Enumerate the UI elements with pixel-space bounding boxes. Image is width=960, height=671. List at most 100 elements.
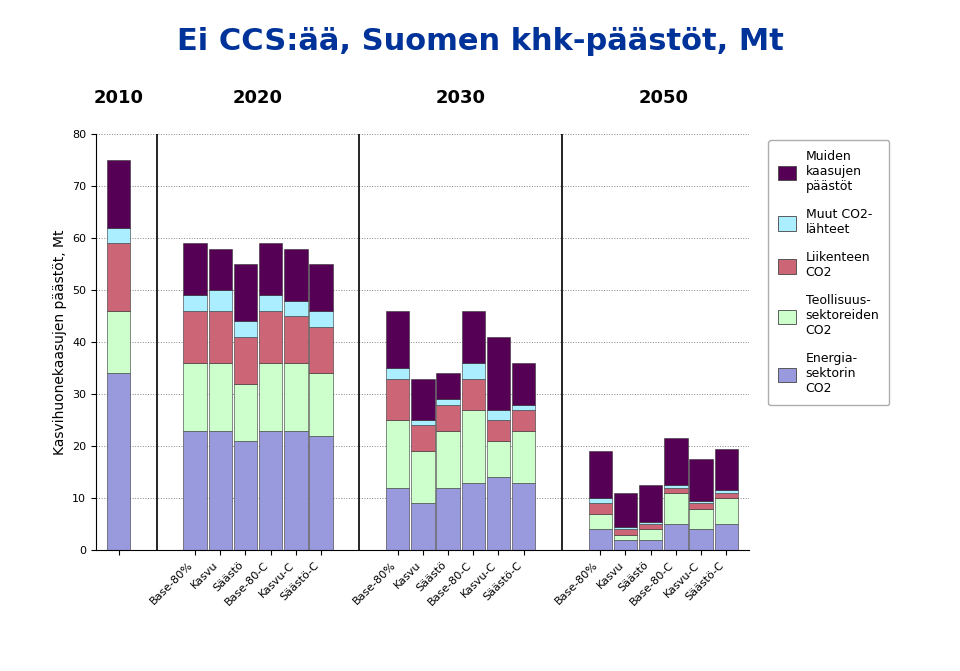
Bar bbox=[107, 244, 131, 311]
Bar bbox=[208, 290, 232, 311]
Bar bbox=[639, 521, 662, 524]
Bar bbox=[309, 436, 333, 550]
Bar bbox=[462, 482, 485, 550]
Bar bbox=[208, 311, 232, 363]
Bar bbox=[411, 503, 435, 550]
Bar bbox=[462, 378, 485, 410]
Bar bbox=[714, 449, 738, 491]
Bar bbox=[183, 311, 206, 363]
Bar bbox=[487, 420, 510, 441]
Bar bbox=[512, 363, 536, 405]
Bar bbox=[639, 524, 662, 529]
Bar bbox=[613, 527, 637, 529]
Bar bbox=[309, 311, 333, 327]
Bar bbox=[487, 441, 510, 478]
Bar bbox=[386, 368, 409, 378]
Bar bbox=[183, 431, 206, 550]
Bar bbox=[664, 488, 687, 493]
Bar bbox=[613, 493, 637, 527]
Bar bbox=[613, 539, 637, 550]
Text: 2030: 2030 bbox=[436, 89, 486, 107]
Bar bbox=[462, 311, 485, 363]
Bar bbox=[714, 524, 738, 550]
Bar bbox=[309, 264, 333, 311]
Bar bbox=[386, 488, 409, 550]
Bar bbox=[284, 248, 307, 301]
Bar bbox=[613, 535, 637, 539]
Bar bbox=[386, 420, 409, 488]
Bar bbox=[208, 431, 232, 550]
Bar bbox=[386, 378, 409, 420]
Bar bbox=[259, 363, 282, 431]
Bar bbox=[309, 327, 333, 373]
Bar bbox=[714, 491, 738, 493]
Bar bbox=[259, 431, 282, 550]
Bar bbox=[664, 438, 687, 485]
Bar bbox=[259, 311, 282, 363]
Bar bbox=[512, 410, 536, 431]
Bar bbox=[588, 498, 612, 503]
Bar bbox=[437, 488, 460, 550]
Bar bbox=[183, 244, 206, 295]
Legend: Muiden
kaasujen
päästöt, Muut CO2-
lähteet, Liikenteen
CO2, Teollisuus-
sektorei: Muiden kaasujen päästöt, Muut CO2- lähte… bbox=[768, 140, 889, 405]
Bar bbox=[107, 311, 131, 373]
Bar bbox=[512, 405, 536, 410]
Bar bbox=[664, 485, 687, 488]
Bar bbox=[487, 478, 510, 550]
Bar bbox=[462, 410, 485, 482]
Bar bbox=[588, 514, 612, 529]
Bar bbox=[234, 384, 257, 441]
Bar bbox=[714, 498, 738, 524]
Bar bbox=[234, 337, 257, 384]
Bar bbox=[512, 482, 536, 550]
Bar bbox=[613, 529, 637, 535]
Bar bbox=[386, 311, 409, 368]
Bar bbox=[259, 295, 282, 311]
Bar bbox=[639, 539, 662, 550]
Bar bbox=[664, 493, 687, 524]
Bar bbox=[689, 503, 712, 509]
Bar bbox=[234, 441, 257, 550]
Bar bbox=[183, 363, 206, 431]
Bar bbox=[284, 431, 307, 550]
Bar bbox=[437, 405, 460, 431]
Text: 2050: 2050 bbox=[638, 89, 688, 107]
Bar bbox=[689, 529, 712, 550]
Text: 2010: 2010 bbox=[93, 89, 143, 107]
Bar bbox=[664, 524, 687, 550]
Bar bbox=[714, 493, 738, 498]
Bar bbox=[411, 425, 435, 452]
Bar bbox=[107, 227, 131, 244]
Bar bbox=[284, 301, 307, 316]
Bar bbox=[487, 410, 510, 420]
Bar bbox=[639, 485, 662, 521]
Bar bbox=[411, 378, 435, 420]
Bar bbox=[411, 420, 435, 425]
Bar bbox=[588, 503, 612, 514]
Bar bbox=[208, 248, 232, 290]
Bar bbox=[689, 501, 712, 503]
Bar bbox=[234, 264, 257, 321]
Bar bbox=[588, 452, 612, 498]
Bar bbox=[689, 459, 712, 501]
Bar bbox=[284, 316, 307, 363]
Bar bbox=[107, 373, 131, 550]
Bar bbox=[284, 363, 307, 431]
Y-axis label: Kasvihuonekaasujen päästöt, Mt: Kasvihuonekaasujen päästöt, Mt bbox=[53, 229, 66, 455]
Bar bbox=[208, 363, 232, 431]
Bar bbox=[183, 295, 206, 311]
Bar bbox=[411, 452, 435, 503]
Bar bbox=[234, 321, 257, 337]
Bar bbox=[512, 431, 536, 482]
Bar bbox=[309, 373, 333, 436]
Bar bbox=[259, 244, 282, 295]
Bar bbox=[437, 431, 460, 488]
Bar bbox=[487, 337, 510, 410]
Bar bbox=[462, 363, 485, 378]
Text: Ei CCS:ää, Suomen khk-päästöt, Mt: Ei CCS:ää, Suomen khk-päästöt, Mt bbox=[177, 27, 783, 56]
Bar bbox=[437, 399, 460, 405]
Bar bbox=[639, 529, 662, 539]
Bar bbox=[588, 529, 612, 550]
Text: 2020: 2020 bbox=[233, 89, 283, 107]
Bar bbox=[107, 160, 131, 227]
